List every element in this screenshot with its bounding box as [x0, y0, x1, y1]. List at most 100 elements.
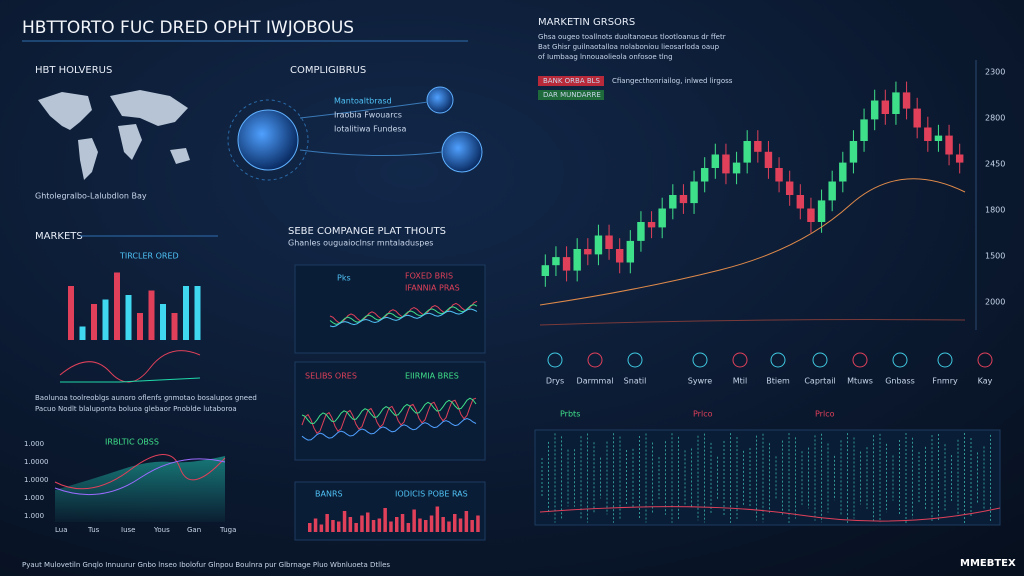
bar — [331, 520, 335, 532]
candle-body — [785, 181, 794, 195]
candle-body — [669, 195, 677, 209]
icon — [547, 352, 563, 368]
globe — [426, 86, 454, 114]
trend-title: IRBLTIC OBSS — [105, 438, 159, 447]
bar — [476, 515, 480, 532]
bar — [395, 517, 399, 532]
bar — [91, 304, 97, 340]
axis-label: Yous — [153, 526, 170, 534]
trend-line — [54, 454, 226, 490]
bar — [354, 523, 358, 532]
icon — [812, 352, 828, 368]
candle-body — [658, 208, 666, 228]
icon-label: Mtuws — [847, 377, 873, 386]
axis-label: 2450 — [985, 160, 1005, 169]
axis-label: 1.0000 — [24, 476, 49, 484]
bar — [337, 521, 341, 532]
wave-tag: Prbts — [560, 410, 580, 419]
axis-label: 2800 — [985, 114, 1005, 123]
bar — [79, 326, 86, 340]
candle-body — [828, 181, 836, 201]
icon-label: Darmmal — [577, 377, 614, 386]
button[interactable] — [538, 90, 604, 100]
bar — [160, 304, 166, 340]
axis-label: Gan — [187, 526, 201, 534]
bar — [406, 523, 411, 532]
bar — [400, 514, 405, 532]
candle-body — [775, 168, 783, 182]
axis-label: 1500 — [985, 252, 1005, 261]
candle-body — [849, 141, 858, 163]
bar — [183, 286, 189, 340]
axis-label: Tuga — [219, 526, 236, 534]
panel-legend: IODICIS POBE RAS — [395, 490, 468, 499]
candle-body — [881, 100, 890, 114]
candle-body — [722, 154, 730, 174]
bar — [171, 313, 178, 340]
candle-body — [732, 162, 741, 174]
bar — [360, 515, 364, 532]
axis-label: 2000 — [985, 298, 1005, 307]
mini-line — [301, 397, 477, 424]
mini-line — [329, 308, 478, 328]
icon-label: Btiem — [766, 377, 790, 386]
candle-body — [711, 154, 720, 168]
button-label[interactable]: DAR MUNDARRE — [543, 91, 601, 99]
icon-label: Snatil — [624, 377, 647, 386]
panel-tag: SELIBS ORES — [305, 372, 357, 381]
bar — [313, 518, 318, 532]
globe-note: Iraobia Fwouarcs — [334, 111, 402, 120]
candle-body — [626, 240, 635, 263]
candle-body — [594, 235, 603, 255]
bar — [319, 524, 324, 532]
wave — [60, 377, 201, 383]
icon — [892, 352, 908, 368]
axis-label: Lua — [55, 526, 68, 534]
candle-body — [764, 151, 773, 168]
candle-body — [934, 135, 943, 141]
wave-tag: Prlco — [693, 410, 713, 419]
panel-tag: Pks — [337, 274, 351, 283]
candle-body — [860, 119, 868, 141]
trend-line — [54, 458, 226, 496]
moving-average — [539, 178, 966, 306]
button-label[interactable]: BANK ORBA BLS — [543, 77, 601, 85]
right-title: MARKETIN GRSORS — [538, 17, 635, 28]
candle-body — [679, 195, 688, 204]
candle-body — [913, 108, 921, 128]
bar — [342, 511, 347, 532]
map-title: HBT HOLVERUS — [35, 65, 112, 76]
candle-body — [796, 195, 805, 209]
candle-body — [573, 249, 581, 271]
mini-line — [329, 304, 478, 325]
bar — [441, 517, 445, 532]
candle-body — [562, 257, 571, 271]
bar — [383, 508, 387, 532]
markets-title: MARKETS — [35, 231, 83, 242]
globe-ring — [227, 99, 309, 181]
footer-text: Pyaut Mulovetiln Gnqlo Innuurur Gnbo lns… — [22, 561, 390, 569]
panel — [294, 361, 486, 461]
panel-legend: EIIRMIA BRES — [405, 372, 459, 381]
baseline — [539, 319, 966, 326]
bar — [125, 295, 132, 340]
axis-label: 1.0000 — [24, 458, 49, 466]
candle-body — [807, 208, 815, 222]
candle-body — [647, 222, 656, 228]
bar — [308, 523, 312, 532]
bar — [114, 272, 120, 340]
right-text: Ghsa ougeo toallnots duoltanoeus tlootlo… — [538, 33, 726, 41]
candle-body — [552, 257, 560, 266]
candle-body — [615, 249, 624, 263]
chart-note: Cfiangecthonriailog, inlwed lirgoss — [612, 77, 733, 85]
icon — [732, 352, 748, 368]
candle-body — [605, 235, 613, 249]
bar — [366, 512, 370, 532]
icon-label: Fnmry — [932, 377, 958, 386]
button[interactable] — [538, 76, 604, 86]
candle-body — [541, 265, 550, 276]
icon — [692, 352, 708, 368]
bar — [424, 520, 428, 532]
markets-caption: Baolunoa toolreoblgs aunoro oflenfs gnmo… — [35, 394, 257, 402]
